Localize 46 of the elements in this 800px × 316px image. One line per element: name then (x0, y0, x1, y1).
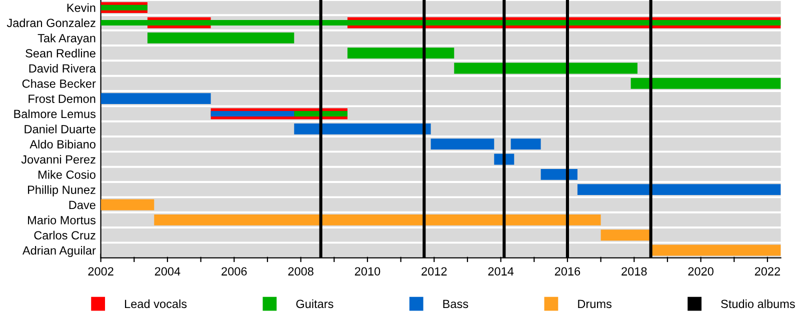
x-tick-label: 2022 (754, 267, 780, 276)
x-tick-label: 2020 (688, 267, 714, 276)
legend-label: Bass (443, 300, 468, 308)
y-tick-label: Jadran Gonzalez (6, 18, 96, 28)
bar (454, 62, 638, 74)
bar (540, 168, 578, 180)
x-tick-label: 2010 (354, 267, 380, 276)
y-tick-label: Jovanni Perez (21, 154, 96, 164)
legend-label: Studio albums (721, 299, 795, 308)
bar (430, 138, 494, 150)
bar (577, 184, 781, 196)
y-tick-label: Daniel Duarte (24, 124, 96, 134)
bar (650, 244, 781, 256)
x-tick-label: 2002 (88, 267, 114, 276)
bar (347, 48, 454, 59)
bar (510, 138, 541, 150)
y-tick-label: Carlos Cruz (34, 230, 96, 240)
x-tick-label: 2016 (554, 267, 580, 276)
bar (100, 93, 211, 104)
y-tick-label: Sean Redline (26, 48, 96, 58)
y-tick-label: Mike Cosio (38, 170, 96, 179)
y-tick-label: Mario Mortus (28, 216, 96, 224)
x-tick-label: 2018 (622, 267, 647, 276)
y-tick-label: Aldo Bibiano (30, 140, 96, 148)
bar (100, 199, 154, 210)
bar (147, 32, 294, 44)
legend-label: Guitars (296, 299, 334, 308)
y-tick-label: Phillip Nunez (28, 185, 96, 196)
y-tick-label: Frost Demon (28, 94, 96, 103)
y-tick-label: Chase Becker (22, 79, 96, 88)
y-tick-label: Balmore Lemus (14, 109, 96, 118)
x-tick-label: 2012 (422, 267, 447, 276)
x-tick-label: 2004 (154, 267, 180, 276)
x-tick-label: 2006 (222, 267, 247, 276)
y-tick-label: Adrian Aguilar (22, 246, 96, 257)
bar (294, 123, 431, 134)
y-tick-label: Tak Arayan (38, 34, 96, 45)
y-tick-label: Kevin (67, 3, 96, 12)
bar (630, 78, 781, 89)
y-tick-label: Dave (69, 200, 96, 210)
legend-label: Drums (578, 300, 612, 308)
bar (600, 230, 651, 241)
x-tick-label: 2014 (488, 267, 514, 276)
x-tick-label: 2008 (288, 267, 314, 276)
legend-label: Lead vocals (125, 299, 187, 308)
y-tick-label: David Rivera (29, 64, 96, 73)
